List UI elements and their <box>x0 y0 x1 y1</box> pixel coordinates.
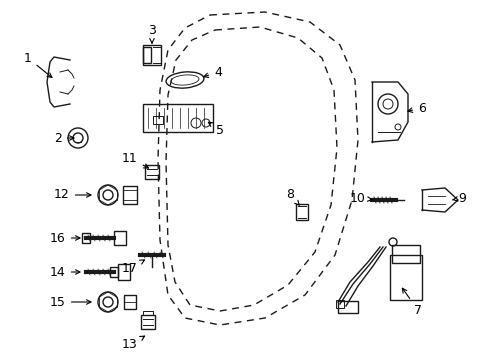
Text: 7: 7 <box>402 288 421 316</box>
Text: 10: 10 <box>349 192 371 204</box>
Bar <box>153 116 163 124</box>
Text: 12: 12 <box>54 189 91 202</box>
Bar <box>82 233 90 243</box>
Text: 8: 8 <box>285 189 299 205</box>
Bar <box>337 301 357 313</box>
Text: 1: 1 <box>24 51 52 77</box>
Bar <box>124 295 136 309</box>
Bar <box>142 311 153 315</box>
Bar <box>391 245 419 263</box>
Bar <box>335 300 343 308</box>
Text: 9: 9 <box>451 192 465 204</box>
Bar <box>118 264 130 280</box>
Bar <box>110 267 118 277</box>
Bar <box>142 45 161 65</box>
Text: 11: 11 <box>122 152 148 168</box>
Bar <box>142 47 151 63</box>
Text: 6: 6 <box>407 102 425 114</box>
Text: 15: 15 <box>50 296 91 309</box>
Bar <box>123 186 137 204</box>
Bar <box>141 315 155 329</box>
Bar <box>145 165 159 179</box>
Bar <box>142 104 213 132</box>
Text: 5: 5 <box>208 122 224 136</box>
Bar <box>114 231 126 245</box>
Text: 14: 14 <box>50 266 80 279</box>
Text: 4: 4 <box>203 66 222 78</box>
Text: 13: 13 <box>122 336 144 351</box>
Text: 2: 2 <box>54 131 74 144</box>
Bar <box>389 255 421 300</box>
Text: 3: 3 <box>148 23 156 43</box>
Bar <box>295 204 307 220</box>
Text: 17: 17 <box>122 260 144 274</box>
Text: 16: 16 <box>50 231 80 244</box>
